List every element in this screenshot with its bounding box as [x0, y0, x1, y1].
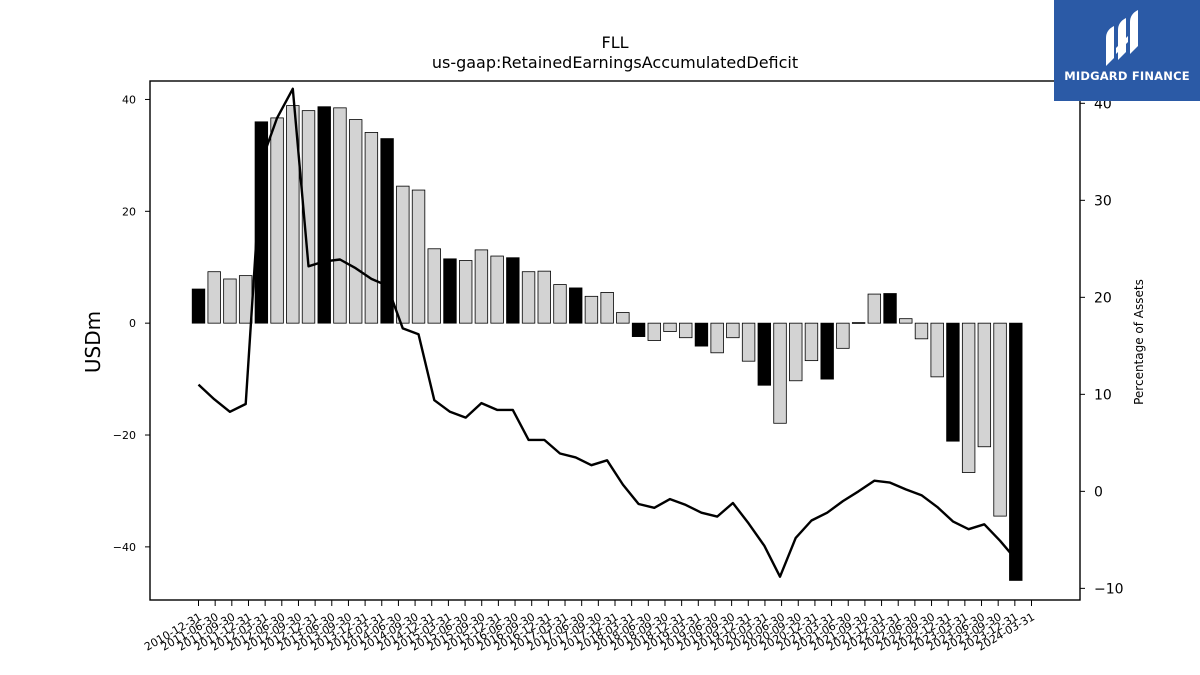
bars-group [191, 105, 1023, 581]
axes-group: −40−2002040−100102030402010-12-312011-06… [113, 93, 1124, 653]
bar-2010-12-31 [191, 288, 206, 324]
pct-assets-line [197, 87, 1017, 578]
bar-2018-12-31 [694, 322, 709, 347]
brand-mark-icon [1106, 10, 1138, 66]
bar-2014-06-30 [411, 189, 426, 324]
bar-2019-03-31 [710, 322, 724, 354]
y-tick-label: −40 [113, 541, 136, 554]
bar-2017-03-31 [584, 295, 599, 324]
bar-2023-06-30 [977, 322, 992, 448]
bar-2020-09-30 [804, 322, 819, 362]
chart-title: FLL [601, 33, 628, 52]
bar-2013-03-31 [333, 107, 347, 324]
y2-tick-label: 20 [1094, 290, 1112, 306]
y2-axis-label: Percentage of Assets [1132, 279, 1146, 405]
chart-subtitle: us-gaap:RetainedEarningsAccumulatedDefic… [432, 53, 798, 72]
y2-tick-label: −10 [1094, 581, 1124, 597]
bar-2014-09-30 [427, 248, 441, 324]
bar-2021-03-31 [836, 322, 850, 349]
bar-2022-12-31 [946, 322, 960, 442]
y-tick-label: 0 [129, 317, 136, 330]
y-tick-label: −20 [113, 429, 136, 442]
plot-frame [149, 80, 1081, 601]
bar-2015-03-31 [459, 260, 473, 324]
bar-2011-03-31 [207, 271, 221, 324]
bar-2019-06-30 [726, 322, 740, 339]
bar-2021-09-30 [867, 293, 882, 324]
line-group [197, 87, 1017, 578]
bar-2022-06-30 [914, 322, 929, 340]
y-tick-label: 20 [122, 205, 136, 218]
bar-2015-06-30 [474, 249, 489, 324]
bar-2016-06-30 [537, 270, 551, 324]
bar-2017-09-30 [616, 312, 630, 324]
bar-2015-09-30 [490, 255, 504, 324]
bar-2022-03-31 [899, 318, 913, 324]
bar-2012-09-30 [301, 110, 316, 324]
bar-2022-09-30 [930, 322, 944, 378]
bar-2013-06-30 [348, 119, 363, 324]
bar-2013-12-31 [380, 138, 394, 324]
bar-2019-09-30 [741, 322, 756, 362]
bar-2023-12-31 [1009, 322, 1023, 581]
bar-2016-09-30 [553, 284, 567, 324]
bar-2023-09-30 [993, 322, 1007, 517]
y2-tick-label: 30 [1094, 193, 1112, 209]
bar-2016-12-31 [569, 287, 583, 324]
brand-logo: MIDGARD FINANCE [1054, 0, 1200, 101]
bar-2011-09-30 [238, 275, 253, 324]
bar-2018-09-30 [679, 322, 693, 339]
bar-2018-06-30 [663, 322, 677, 332]
bar-2015-12-31 [506, 257, 520, 324]
bar-2020-06-30 [789, 322, 803, 382]
bar-2020-12-31 [820, 322, 834, 380]
bar-2012-03-31 [270, 117, 284, 324]
bar-2014-03-31 [396, 185, 410, 324]
brand-name: MIDGARD FINANCE [1064, 69, 1190, 83]
bar-2014-12-31 [443, 258, 457, 324]
bar-2013-09-30 [364, 132, 379, 324]
bar-2012-12-31 [317, 106, 331, 324]
bar-2017-12-31 [631, 322, 646, 337]
bar-2020-03-31 [773, 322, 787, 424]
bar-2018-03-31 [647, 322, 661, 341]
y-axis-label: USDm [81, 311, 105, 373]
bar-2017-06-30 [600, 292, 614, 324]
bar-2021-06-30 [851, 322, 866, 324]
bar-2023-03-31 [961, 322, 976, 473]
bar-2019-12-31 [757, 322, 771, 386]
bar-2011-06-30 [223, 278, 237, 324]
bar-2016-03-31 [521, 271, 536, 324]
bar-2021-12-31 [883, 293, 897, 324]
y2-tick-label: 10 [1094, 387, 1112, 403]
y-tick-label: 40 [122, 93, 136, 106]
bar-2012-06-30 [286, 105, 300, 324]
bar-2011-12-31 [254, 121, 269, 324]
y2-tick-label: 0 [1094, 484, 1103, 500]
